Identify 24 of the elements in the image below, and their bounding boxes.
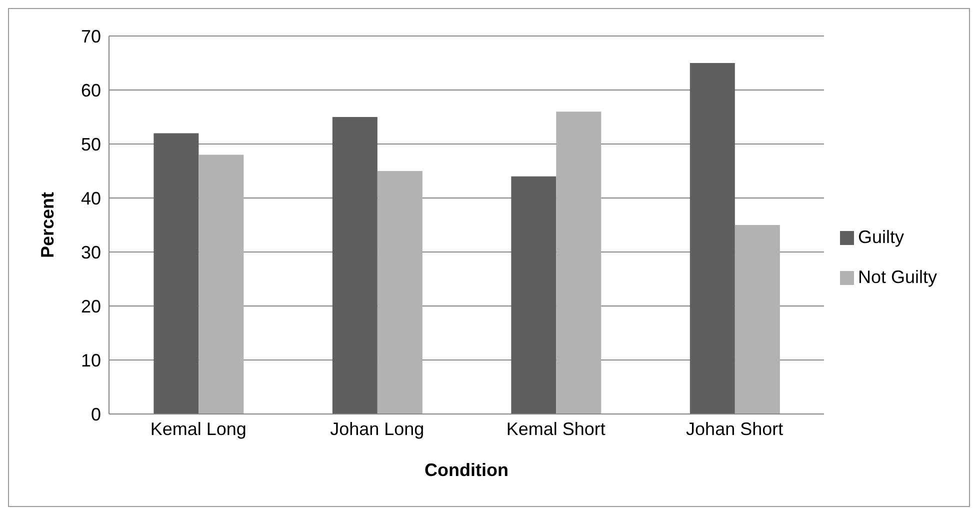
y-axis-title: Percent xyxy=(37,192,58,258)
bar xyxy=(198,154,244,414)
y-tick-label: 30 xyxy=(80,242,101,262)
bar xyxy=(511,176,556,414)
y-tick-label: 70 xyxy=(80,26,101,46)
legend-label: Guilty xyxy=(858,226,904,246)
x-axis-title: Condition xyxy=(424,460,508,480)
legend-label: Not Guilty xyxy=(858,266,937,286)
bar xyxy=(556,112,602,414)
x-tick-label: Johan Short xyxy=(686,418,784,439)
bar xyxy=(734,225,780,414)
y-tick-label: 0 xyxy=(90,404,101,424)
y-tick-label: 50 xyxy=(80,134,101,154)
x-tick-label: Johan Long xyxy=(330,418,424,439)
bar xyxy=(154,133,199,414)
y-tick-label: 20 xyxy=(80,296,101,316)
bar xyxy=(377,171,422,414)
y-tick-label: 10 xyxy=(80,350,101,370)
y-tick-label: 40 xyxy=(80,188,101,208)
bar xyxy=(332,117,378,414)
bar xyxy=(690,63,735,414)
x-tick-label: Kemal Short xyxy=(506,418,606,439)
y-tick-label: 60 xyxy=(80,80,101,100)
x-tick-label: Kemal Long xyxy=(150,418,246,439)
